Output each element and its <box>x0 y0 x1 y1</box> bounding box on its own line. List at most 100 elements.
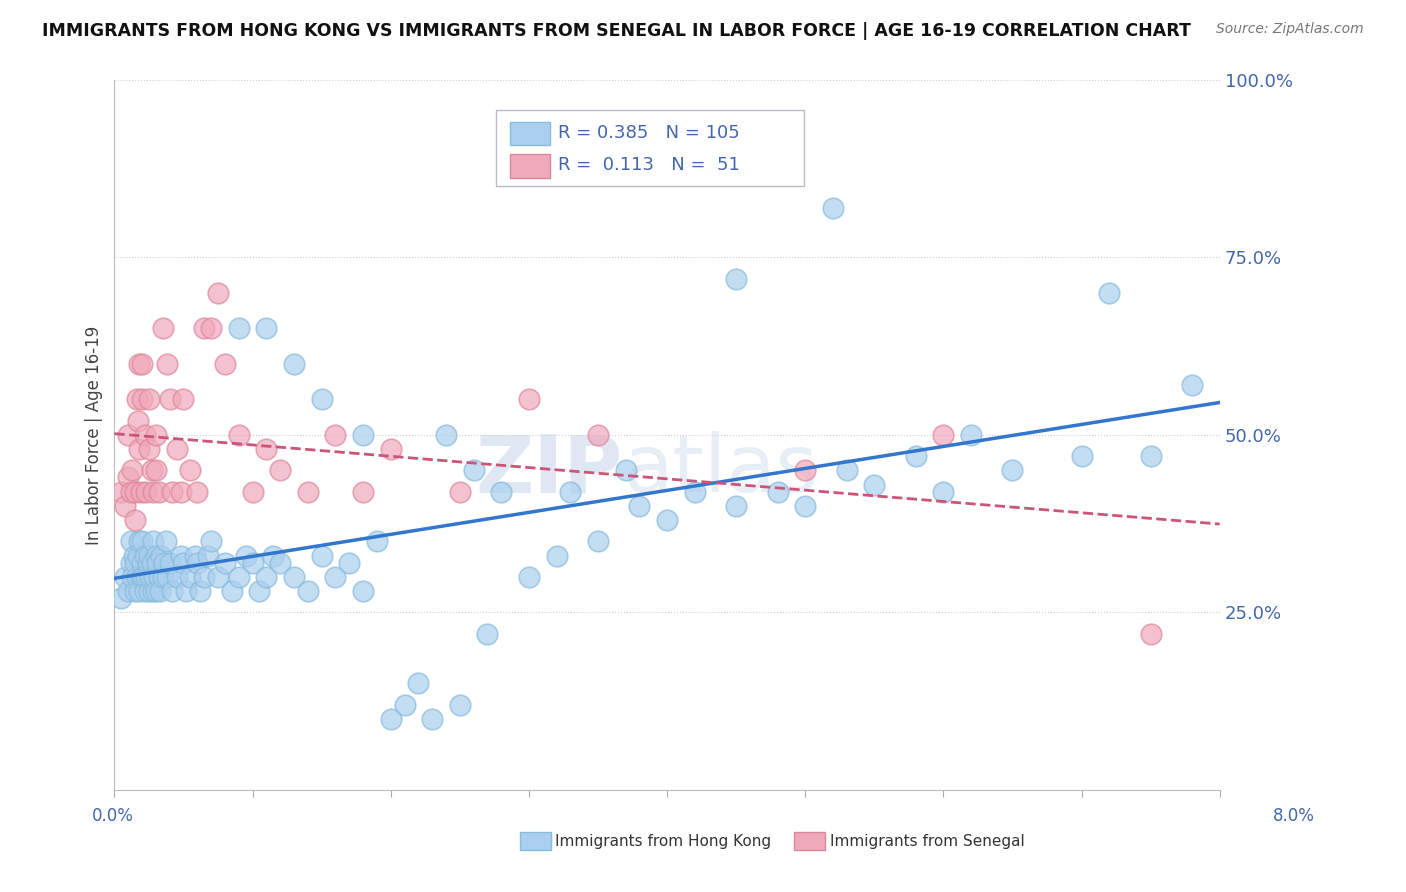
Point <box>1098 285 1121 300</box>
Point <box>132 570 155 584</box>
Point <box>162 484 184 499</box>
Point <box>121 463 143 477</box>
Point <box>129 484 152 499</box>
Point <box>352 428 374 442</box>
Point <box>932 484 955 499</box>
Point <box>394 698 416 712</box>
Point <box>131 392 153 407</box>
Text: IMMIGRANTS FROM HONG KONG VS IMMIGRANTS FROM SENEGAL IN LABOR FORCE | AGE 16-19 : IMMIGRANTS FROM HONG KONG VS IMMIGRANTS … <box>42 22 1191 40</box>
Point <box>904 449 927 463</box>
Point <box>121 570 143 584</box>
Point <box>491 484 513 499</box>
Point <box>124 513 146 527</box>
Point <box>145 584 167 599</box>
Text: 8.0%: 8.0% <box>1272 807 1315 825</box>
Point <box>117 470 139 484</box>
Point <box>128 442 150 456</box>
Text: atlas: atlas <box>623 432 817 509</box>
Point <box>143 570 166 584</box>
Point <box>1181 378 1204 392</box>
Text: Immigrants from Senegal: Immigrants from Senegal <box>830 834 1025 848</box>
Text: 0.0%: 0.0% <box>91 807 134 825</box>
Point <box>146 556 169 570</box>
Point <box>960 428 983 442</box>
Point <box>449 484 471 499</box>
Point <box>283 357 305 371</box>
Point <box>138 442 160 456</box>
Text: Immigrants from Hong Kong: Immigrants from Hong Kong <box>555 834 772 848</box>
Point <box>420 712 443 726</box>
Point <box>127 549 149 563</box>
Point <box>325 428 347 442</box>
Point <box>408 676 430 690</box>
Point <box>269 463 291 477</box>
Point <box>560 484 582 499</box>
Point <box>142 534 165 549</box>
Point <box>124 584 146 599</box>
Point <box>120 484 142 499</box>
Point <box>135 484 157 499</box>
Point <box>214 556 236 570</box>
Point <box>128 357 150 371</box>
Point <box>124 556 146 570</box>
Point <box>131 357 153 371</box>
Point <box>131 534 153 549</box>
Text: R =  0.113   N =  51: R = 0.113 N = 51 <box>558 156 740 174</box>
Point <box>235 549 257 563</box>
Point <box>183 549 205 563</box>
Point <box>311 392 333 407</box>
Point <box>311 549 333 563</box>
Point <box>156 357 179 371</box>
Point <box>138 392 160 407</box>
Point <box>186 556 208 570</box>
Point <box>200 534 222 549</box>
Point <box>254 442 277 456</box>
Point <box>141 463 163 477</box>
Point <box>449 698 471 712</box>
Point <box>546 549 568 563</box>
Point <box>162 584 184 599</box>
Point <box>228 428 250 442</box>
Point <box>173 392 195 407</box>
Point <box>179 463 201 477</box>
Point <box>120 534 142 549</box>
Point <box>794 499 817 513</box>
Point <box>142 584 165 599</box>
Point <box>148 484 170 499</box>
Point <box>297 484 319 499</box>
Point <box>117 428 139 442</box>
Point <box>221 584 243 599</box>
Point <box>128 534 150 549</box>
Point <box>207 570 229 584</box>
Point <box>128 584 150 599</box>
Point <box>193 570 215 584</box>
Point <box>179 570 201 584</box>
Point <box>863 477 886 491</box>
Point <box>170 484 193 499</box>
Point <box>170 549 193 563</box>
Point <box>127 414 149 428</box>
Point <box>110 591 132 606</box>
Point <box>186 484 208 499</box>
Point <box>614 463 637 477</box>
Point <box>766 484 789 499</box>
Point <box>628 499 651 513</box>
Point <box>477 626 499 640</box>
Point <box>214 357 236 371</box>
Point <box>463 463 485 477</box>
Point <box>125 392 148 407</box>
Point <box>138 584 160 599</box>
Point <box>517 570 540 584</box>
Point <box>134 428 156 442</box>
Point <box>352 584 374 599</box>
Point <box>114 499 136 513</box>
Point <box>434 428 457 442</box>
Point <box>1001 463 1024 477</box>
Point <box>242 484 264 499</box>
Point <box>145 428 167 442</box>
Point <box>125 570 148 584</box>
Point <box>794 463 817 477</box>
Point <box>152 321 174 335</box>
Point <box>352 484 374 499</box>
Point <box>821 201 844 215</box>
